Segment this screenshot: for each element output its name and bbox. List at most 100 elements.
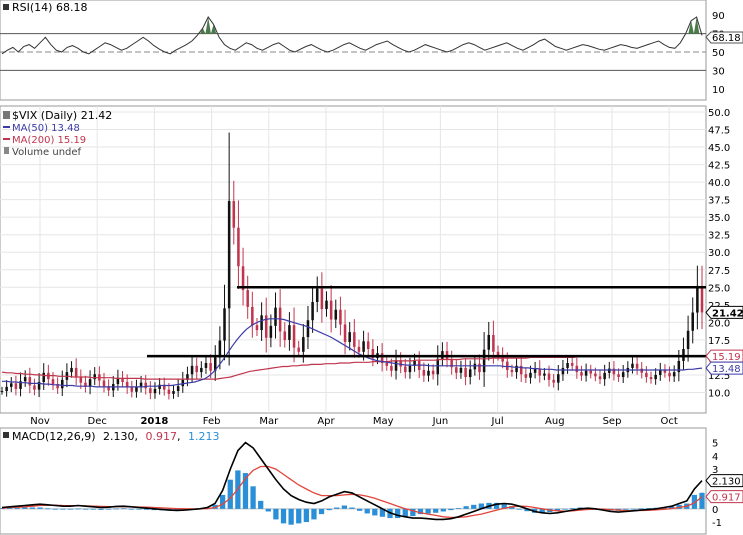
macd-sep-2: ,: [177, 430, 181, 443]
price-bar: [561, 367, 565, 375]
last-close-tag: 21.42: [712, 308, 743, 319]
macd-hist-bar: [433, 508, 439, 513]
price-bar: [130, 387, 134, 392]
price-bar: [640, 368, 644, 373]
price-bar: [529, 372, 532, 378]
price-bar: [241, 266, 245, 291]
price-bar: [663, 370, 667, 373]
price-tick-label: 32.5: [708, 231, 730, 242]
macd-hist-bar: [280, 508, 287, 524]
macd-hist-bar: [288, 508, 294, 525]
rsi-tick-label: 50: [712, 48, 725, 59]
price-tick-label: 30.0: [708, 248, 730, 259]
price-bar: [28, 377, 32, 386]
price-bar: [162, 384, 166, 390]
price-bar: [371, 348, 375, 359]
price-bar: [431, 370, 435, 375]
price-bar: [538, 368, 542, 376]
macd-hist-bar: [638, 508, 644, 510]
price-bar: [84, 382, 87, 387]
macd-signal-tag: 0.917: [712, 493, 741, 504]
price-bar: [677, 360, 681, 373]
month-label: Nov: [30, 416, 50, 427]
price-bar: [5, 386, 8, 392]
macd-hist-bar: [22, 507, 28, 509]
price-bar: [88, 379, 92, 387]
price-bar: [478, 363, 481, 373]
macd-hist-bar: [113, 508, 119, 510]
macd-hist-bar: [379, 508, 386, 517]
rsi-panel: 9070503010 RSI(14) 68.18 68.18: [0, 0, 743, 101]
macd-value-label: 2.130: [103, 430, 135, 443]
macd-hist-bar: [105, 508, 112, 510]
price-title: $VIX (Daily) 21.42: [12, 109, 112, 122]
macd-value-tag: 2.130: [712, 477, 741, 488]
price-bar: [311, 302, 314, 321]
macd-hist-bar: [455, 508, 462, 509]
price-bar: [135, 386, 138, 392]
price-bar: [659, 370, 662, 375]
price-tick-label: 47.5: [708, 126, 730, 137]
macd-legend-swatch: [3, 432, 9, 438]
price-bar: [23, 377, 27, 382]
macd-hist-bar: [668, 506, 675, 509]
ma200-value-tag-box: [705, 349, 743, 363]
price-bar: [686, 330, 690, 349]
macd-hist-bar: [372, 508, 378, 516]
macd-hist-bar: [242, 473, 249, 509]
macd-hist-bar: [509, 506, 515, 509]
macd-tick-label: 0: [712, 505, 718, 516]
ma50-line: [2, 318, 703, 388]
price-bar: [200, 367, 203, 373]
rsi-label: RSI(14) 68.18: [12, 1, 87, 14]
macd-hist-bar: [265, 508, 271, 512]
price-bar: [603, 372, 606, 380]
price-bar: [696, 285, 699, 313]
price-bar: [422, 370, 426, 376]
macd-hist-bar: [349, 507, 355, 509]
price-bar: [519, 365, 523, 375]
month-label: Sep: [603, 416, 622, 427]
price-bar: [102, 380, 106, 387]
price-bar: [0, 391, 4, 393]
price-bar: [116, 377, 120, 385]
macd-hist-bar: [425, 508, 431, 514]
macd-hist-bar: [562, 508, 568, 510]
price-bar: [612, 368, 616, 375]
last-close-tag-box: [705, 305, 743, 319]
price-bar: [691, 312, 694, 331]
price-bar: [149, 388, 152, 394]
volume-label: Volume undef: [12, 147, 82, 158]
macd-hist-bar: [356, 508, 363, 511]
price-panel: 50.0 47.5 45.0 42.5 40.0 37.5 35.0 32.5 30.0 27.5…: [0, 105, 743, 534]
macd-hist-bar: [45, 508, 51, 510]
price-bar: [557, 374, 560, 383]
price-tick-label: 37.5: [708, 196, 730, 207]
macd-hist-bar: [630, 508, 637, 510]
ma50-value-tag: 13.48: [712, 364, 741, 375]
price-bar: [543, 373, 546, 376]
price-bar: [246, 290, 249, 307]
ma200-value-tag: 15.19: [712, 352, 741, 363]
price-bar: [654, 374, 657, 380]
macd-hist-bar: [75, 508, 81, 510]
macd-value-tag-box: [705, 474, 743, 488]
price-tick-label: 10.0: [708, 388, 730, 399]
macd-hist-bar: [60, 508, 66, 510]
macd-hist-bar: [136, 508, 142, 510]
price-bar: [42, 372, 45, 382]
price-tick-label: 27.5: [708, 266, 730, 277]
month-label: Dec: [88, 416, 107, 427]
macd-hist-bar: [67, 508, 74, 510]
macd-hist-bar: [318, 508, 325, 515]
price-bar: [353, 332, 356, 347]
price-bar: [524, 374, 528, 378]
macd-hist-bar: [646, 508, 652, 509]
price-bar: [60, 379, 64, 389]
price-bar: [144, 382, 147, 389]
macd-sep-1: ,: [135, 430, 139, 443]
price-tick-label: 20.0: [708, 318, 730, 329]
price-bar: [427, 370, 430, 376]
price-bar: [473, 363, 477, 370]
price-bar: [56, 384, 59, 389]
